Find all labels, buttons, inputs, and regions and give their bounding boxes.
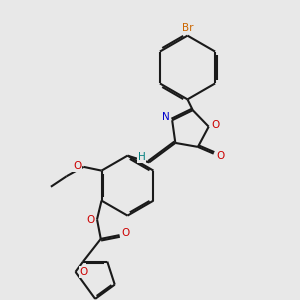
Text: O: O [80, 267, 88, 277]
Text: O: O [216, 151, 224, 160]
Text: O: O [122, 228, 130, 238]
Text: N: N [161, 112, 169, 122]
Text: O: O [216, 151, 224, 160]
Text: O: O [73, 161, 81, 171]
Text: O: O [122, 228, 130, 238]
Text: O: O [211, 120, 220, 130]
Text: O: O [73, 161, 81, 171]
Text: H: H [138, 152, 146, 162]
Text: O: O [80, 267, 88, 277]
Text: O: O [211, 120, 220, 130]
Text: O: O [86, 215, 94, 225]
Text: O: O [86, 215, 94, 225]
Text: Br: Br [182, 23, 193, 33]
Text: Br: Br [182, 23, 193, 33]
Text: N: N [161, 112, 169, 122]
Text: H: H [138, 152, 146, 162]
